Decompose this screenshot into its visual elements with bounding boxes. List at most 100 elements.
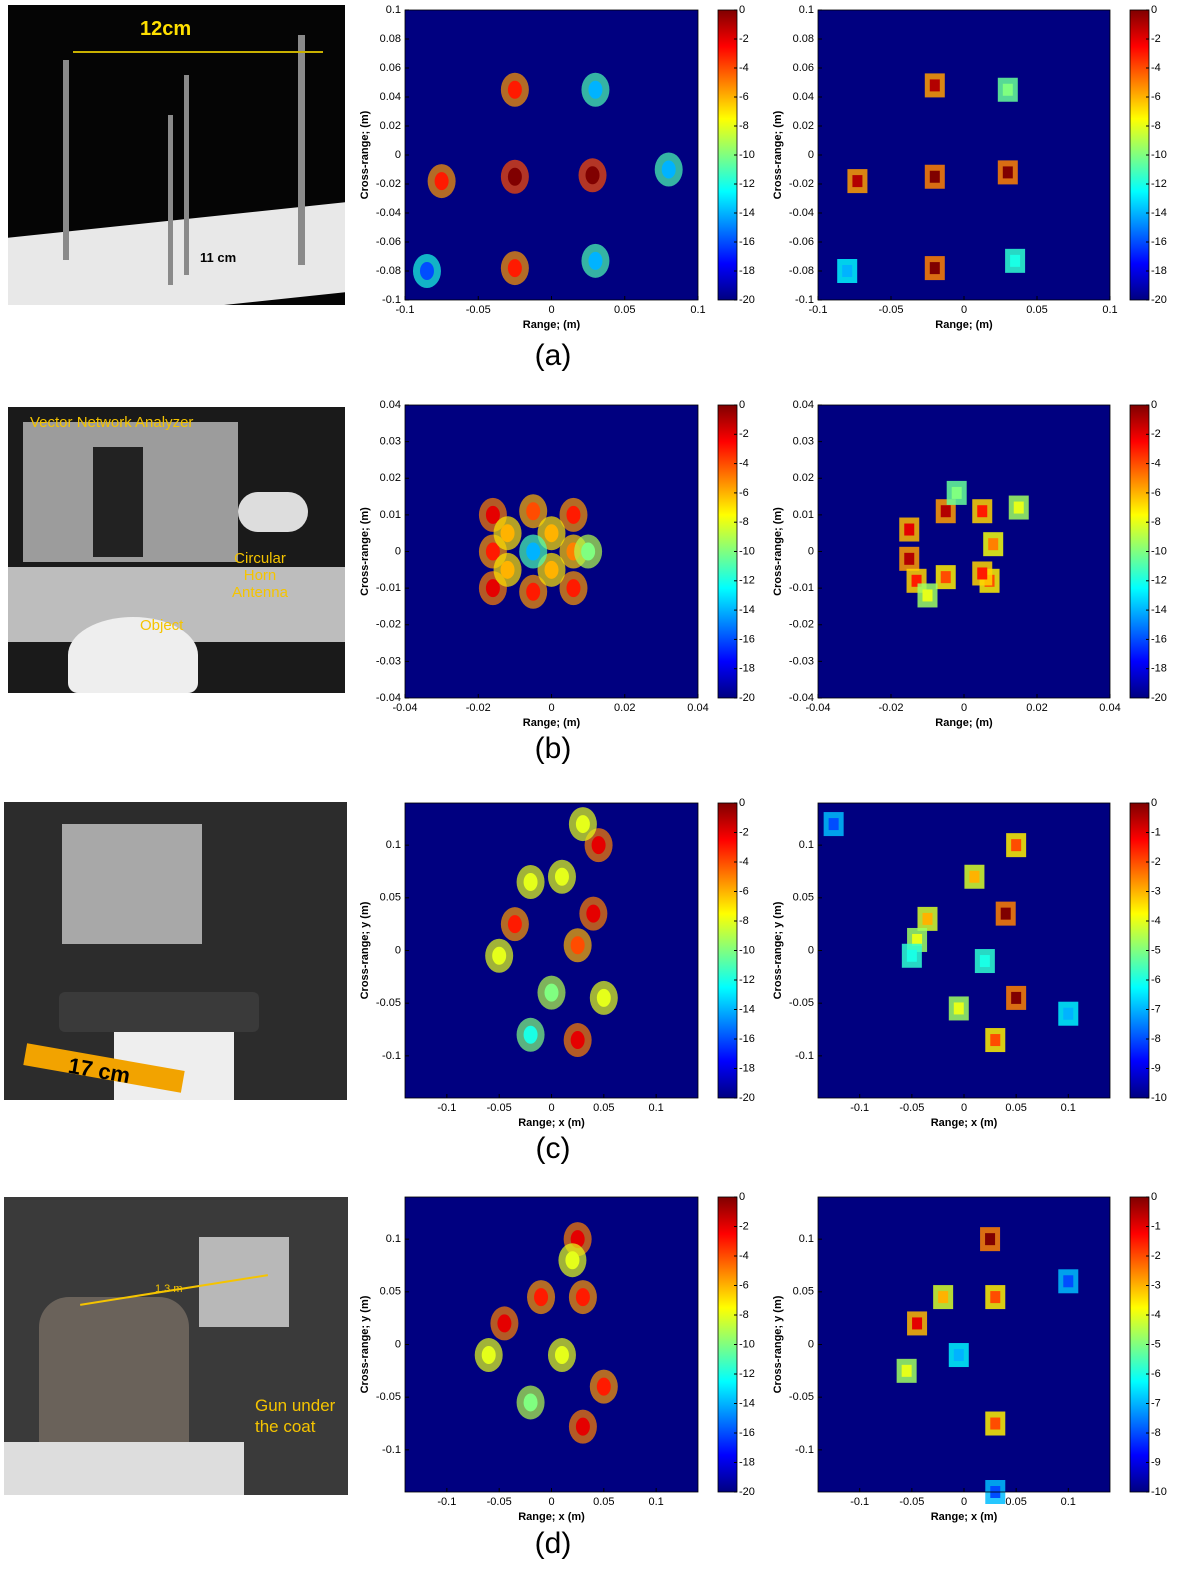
y-tick-label: -0.04 xyxy=(376,692,401,704)
cell xyxy=(829,818,839,830)
spot xyxy=(571,1031,585,1049)
panel-caption: (d) xyxy=(535,1527,572,1560)
colorbar-tick-label: -14 xyxy=(1151,604,1167,616)
y-tick-label: 0.1 xyxy=(386,839,401,851)
plot-area xyxy=(818,10,1110,300)
spot xyxy=(586,905,600,923)
spot xyxy=(526,502,540,520)
x-tick-label: -0.05 xyxy=(899,1102,924,1114)
colorbar-tick-label: -14 xyxy=(739,604,755,616)
colorbar-tick-label: -4 xyxy=(1151,1309,1161,1321)
figure: 12cm 11 cm Vector Network Analyzer Circu… xyxy=(0,0,1198,1595)
colorbar-tick-label: -10 xyxy=(739,545,755,557)
spot xyxy=(588,81,602,99)
colorbar-tick-label: -20 xyxy=(739,1486,755,1498)
colorbar-tick-label: -4 xyxy=(739,1250,749,1262)
colorbar-tick-label: -12 xyxy=(1151,178,1167,190)
x-tick-label: 0.1 xyxy=(1061,1102,1076,1114)
colorbar-tick-label: -16 xyxy=(739,633,755,645)
colorbar-tick-label: 0 xyxy=(739,4,745,16)
cell xyxy=(923,913,933,925)
colorbar-tick-label: -14 xyxy=(1151,207,1167,219)
colorbar-tick-label: -4 xyxy=(739,62,749,74)
colorbar-tick-label: -16 xyxy=(1151,633,1167,645)
cell xyxy=(1014,502,1024,514)
colorbar-tick-label: -18 xyxy=(739,265,755,277)
y-tick-label: -0.1 xyxy=(382,294,401,306)
colorbar-tick-label: -2 xyxy=(1151,428,1161,440)
colorbar-tick-label: -6 xyxy=(739,885,749,897)
cell xyxy=(1010,255,1020,267)
colorbar-tick-label: -4 xyxy=(1151,62,1161,74)
colorbar-tick-label: -6 xyxy=(739,91,749,103)
cell xyxy=(954,1002,964,1014)
x-tick-label: 0.04 xyxy=(687,702,708,714)
cell xyxy=(977,567,987,579)
spot xyxy=(588,252,602,270)
colorbar-tick-label: -7 xyxy=(1151,1397,1161,1409)
y-tick-label: 0.1 xyxy=(386,4,401,16)
y-tick-label: 0.02 xyxy=(380,120,401,132)
x-tick-label: 0 xyxy=(548,1496,554,1508)
colorbar-tick-label: -6 xyxy=(1151,91,1161,103)
y-tick-label: 0 xyxy=(808,1338,814,1350)
cell xyxy=(923,589,933,601)
y-tick-label: 0.01 xyxy=(380,509,401,521)
charts: (a)(b)(c)(d)-0.1-0.0500.050.1-0.1-0.08-0… xyxy=(0,0,1198,1595)
y-tick-label: 0 xyxy=(395,545,401,557)
y-tick-label: 0.03 xyxy=(380,436,401,448)
plot-area xyxy=(818,405,1110,698)
y-tick-label: -0.02 xyxy=(376,619,401,631)
y-tick-label: -0.02 xyxy=(376,178,401,190)
y-tick-label: -0.05 xyxy=(376,997,401,1009)
colorbar-tick-label: -2 xyxy=(739,1220,749,1232)
x-axis-label: Range; x (m) xyxy=(931,1117,998,1129)
spot xyxy=(420,262,434,280)
colorbar-tick-label: -14 xyxy=(739,207,755,219)
y-tick-label: 0 xyxy=(395,1338,401,1350)
colorbar-tick-label: -3 xyxy=(1151,885,1161,897)
cell xyxy=(904,524,914,536)
colorbar-tick-label: 0 xyxy=(739,399,745,411)
spot xyxy=(526,583,540,601)
cell xyxy=(930,79,940,91)
y-axis-label: Cross-range; y (m) xyxy=(359,1295,371,1393)
colorbar-tick-label: -8 xyxy=(739,516,749,528)
y-tick-label: 0.08 xyxy=(380,33,401,45)
colorbar-tick-label: -20 xyxy=(1151,692,1167,704)
y-tick-label: -0.04 xyxy=(789,207,814,219)
colorbar-tick-label: -8 xyxy=(739,1309,749,1321)
spot xyxy=(597,989,611,1007)
x-axis-label: Range; x (m) xyxy=(931,1511,998,1523)
colorbar-tick-label: 0 xyxy=(1151,1191,1157,1203)
plot-area xyxy=(405,803,698,1098)
plot-area xyxy=(818,803,1110,1098)
colorbar-tick-label: -20 xyxy=(739,692,755,704)
colorbar-tick-label: -4 xyxy=(739,458,749,470)
y-tick-label: -0.03 xyxy=(376,655,401,667)
x-axis-label: Range; x (m) xyxy=(518,1511,585,1523)
x-tick-label: -0.02 xyxy=(466,702,491,714)
colorbar-tick-label: -9 xyxy=(1151,1062,1161,1074)
spot xyxy=(571,936,585,954)
y-tick-label: 0.06 xyxy=(380,62,401,74)
y-tick-label: 0 xyxy=(395,149,401,161)
cell xyxy=(1011,992,1021,1004)
marks xyxy=(479,494,602,609)
colorbar-tick-label: -10 xyxy=(739,1338,755,1350)
y-tick-label: 0 xyxy=(808,545,814,557)
x-tick-label: 0.05 xyxy=(1026,304,1047,316)
y-tick-label: 0.02 xyxy=(380,472,401,484)
spot xyxy=(501,561,515,579)
colorbar-tick-label: 0 xyxy=(1151,399,1157,411)
cell xyxy=(1003,84,1013,96)
spot xyxy=(592,836,606,854)
colorbar-tick-label: -12 xyxy=(739,178,755,190)
colorbar-tick-label: -6 xyxy=(739,487,749,499)
spot xyxy=(566,506,580,524)
x-tick-label: -0.02 xyxy=(878,702,903,714)
cell xyxy=(969,871,979,883)
x-tick-label: -0.1 xyxy=(850,1496,869,1508)
cell xyxy=(842,265,852,277)
spot xyxy=(662,161,676,179)
